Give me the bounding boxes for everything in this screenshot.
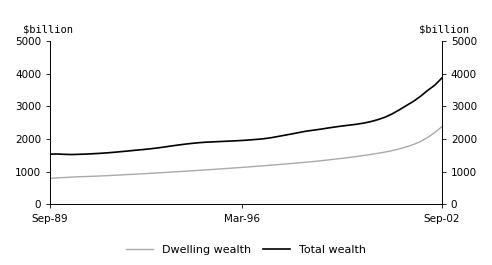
Text: $billion: $billion — [23, 25, 73, 34]
Text: $billion: $billion — [419, 25, 469, 34]
Legend: Dwelling wealth, Total wealth: Dwelling wealth, Total wealth — [121, 241, 371, 259]
